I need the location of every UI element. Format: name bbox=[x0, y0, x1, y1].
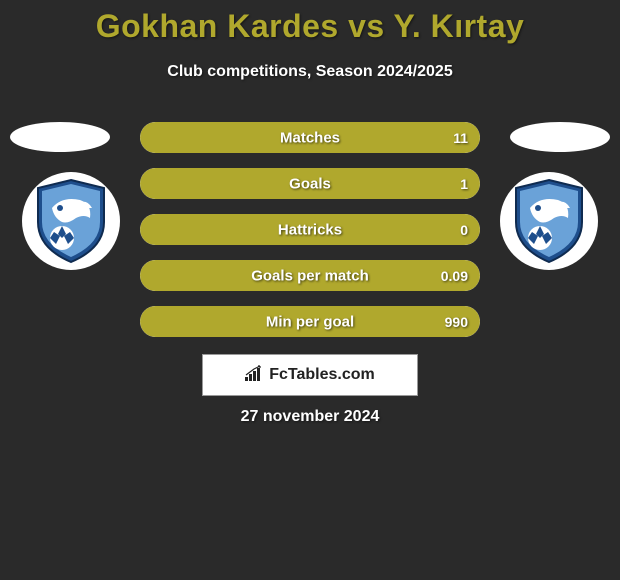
club-logo-icon bbox=[32, 178, 110, 264]
club-badge-left bbox=[22, 172, 120, 270]
date-label: 27 november 2024 bbox=[241, 408, 380, 426]
stat-row: Goals per match 0.09 bbox=[140, 260, 480, 291]
subtitle: Club competitions, Season 2024/2025 bbox=[0, 63, 620, 81]
stat-row: Matches 11 bbox=[140, 122, 480, 153]
stat-fill-left bbox=[140, 168, 283, 199]
player-right-oval bbox=[510, 122, 610, 152]
stat-label: Hattricks bbox=[278, 221, 342, 238]
brand-label: FcTables.com bbox=[269, 366, 375, 384]
stat-value-right: 0 bbox=[460, 222, 468, 238]
stat-fill-left bbox=[140, 122, 283, 153]
stat-value-right: 990 bbox=[445, 314, 468, 330]
club-logo-icon bbox=[510, 178, 588, 264]
stats-panel: Matches 11 Goals 1 Hattricks 0 Goals per match… bbox=[140, 122, 480, 352]
stat-row: Min per goal 990 bbox=[140, 306, 480, 337]
stat-row: Hattricks 0 bbox=[140, 214, 480, 245]
stat-value-right: 11 bbox=[453, 130, 468, 146]
stat-row: Goals 1 bbox=[140, 168, 480, 199]
club-badge-right bbox=[500, 172, 598, 270]
stat-fill-left bbox=[140, 306, 283, 337]
stat-label: Goals bbox=[289, 175, 331, 192]
chart-icon bbox=[245, 365, 265, 386]
page-title: Gokhan Kardes vs Y. Kırtay bbox=[0, 0, 620, 45]
stat-label: Min per goal bbox=[266, 313, 354, 330]
stat-fill-left bbox=[140, 214, 283, 245]
stat-label: Goals per match bbox=[251, 267, 369, 284]
player-left-oval bbox=[10, 122, 110, 152]
stat-value-right: 0.09 bbox=[441, 268, 468, 284]
stat-value-right: 1 bbox=[460, 176, 468, 192]
stat-label: Matches bbox=[280, 129, 340, 146]
brand-box[interactable]: FcTables.com bbox=[202, 354, 418, 396]
